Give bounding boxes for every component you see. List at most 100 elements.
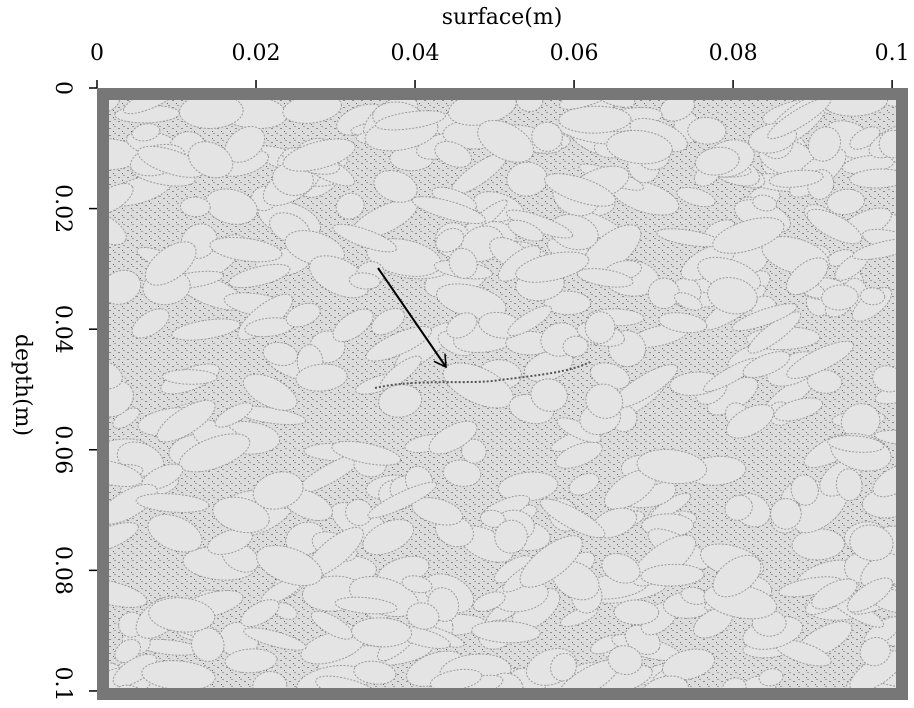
grain	[411, 497, 464, 526]
grain	[707, 277, 758, 315]
grain	[673, 292, 703, 311]
grain	[147, 513, 203, 553]
y-tick-label: 0.1	[50, 667, 75, 702]
grain	[543, 290, 592, 316]
grain	[640, 563, 705, 587]
x-tick-label: 0.06	[550, 41, 599, 66]
grain	[859, 287, 886, 306]
grain	[240, 599, 280, 628]
grain	[335, 192, 365, 220]
grain	[658, 312, 708, 334]
grain	[252, 471, 304, 510]
grain	[212, 496, 270, 534]
grain	[115, 684, 146, 688]
grain	[721, 677, 747, 688]
y-tick-label: 0.02	[50, 184, 75, 233]
x-tick-label: 0.08	[709, 41, 758, 66]
grain	[768, 169, 824, 188]
grain-texture	[109, 100, 896, 688]
grain	[505, 209, 574, 239]
grain	[188, 141, 234, 179]
grain	[785, 257, 829, 296]
grain	[562, 335, 589, 358]
grain	[687, 116, 727, 145]
grain	[559, 100, 626, 110]
grain	[807, 126, 842, 162]
grain	[774, 639, 832, 667]
grain	[556, 417, 602, 443]
grain	[639, 675, 690, 688]
grain	[752, 194, 778, 212]
grain	[362, 519, 415, 556]
grain	[846, 577, 894, 613]
x-tick-label: 0.1	[875, 41, 910, 66]
grain	[109, 358, 123, 390]
grain	[576, 268, 634, 288]
grain	[252, 671, 288, 688]
grain	[243, 627, 307, 651]
grain	[550, 652, 577, 682]
grain	[224, 126, 266, 163]
grain	[131, 123, 161, 142]
grain	[351, 617, 413, 648]
grain	[448, 247, 478, 279]
x-axis-title: surface(m)	[442, 5, 563, 30]
grain	[256, 545, 323, 587]
grain	[109, 578, 148, 608]
grain	[224, 648, 278, 674]
grain	[442, 459, 482, 487]
grain	[156, 399, 216, 443]
grain	[530, 378, 568, 412]
grain	[171, 318, 241, 341]
grain	[568, 472, 600, 496]
grain	[332, 223, 397, 253]
grain	[874, 429, 896, 447]
grain	[584, 311, 616, 344]
grain	[544, 173, 617, 207]
grain	[497, 471, 559, 502]
grain	[613, 599, 660, 626]
grain	[429, 668, 483, 688]
grain	[109, 380, 134, 418]
grain	[345, 498, 373, 527]
grain	[849, 126, 881, 150]
grain	[507, 305, 553, 337]
grain	[807, 369, 843, 394]
grain	[401, 575, 433, 594]
grain	[607, 645, 643, 676]
grain	[742, 351, 791, 379]
grain	[411, 196, 486, 225]
grain	[373, 170, 418, 203]
grain	[109, 459, 143, 487]
grain	[770, 498, 802, 530]
grain	[378, 384, 423, 418]
x-tick-label: 0	[90, 41, 104, 66]
grain	[600, 665, 653, 688]
grain	[123, 100, 181, 115]
grain	[494, 519, 528, 554]
grain	[477, 119, 535, 163]
grain	[712, 217, 785, 254]
grain	[331, 440, 402, 466]
grain	[446, 312, 478, 339]
grain	[661, 648, 716, 681]
y-tick-label: 0.06	[50, 425, 75, 474]
grain	[731, 303, 798, 332]
grain	[282, 138, 356, 172]
grain	[586, 100, 636, 108]
grain	[515, 100, 544, 112]
grain	[472, 591, 506, 612]
grain	[309, 255, 370, 299]
grain	[773, 397, 824, 422]
grain	[479, 509, 506, 528]
grain	[207, 528, 253, 555]
grain	[859, 636, 891, 667]
grain	[109, 269, 142, 305]
x-tick-label: 0.02	[232, 41, 281, 66]
grain	[332, 308, 374, 343]
grain	[725, 404, 775, 439]
grain	[233, 405, 307, 426]
grain	[334, 596, 398, 615]
grain	[806, 208, 863, 245]
grain	[144, 241, 197, 286]
